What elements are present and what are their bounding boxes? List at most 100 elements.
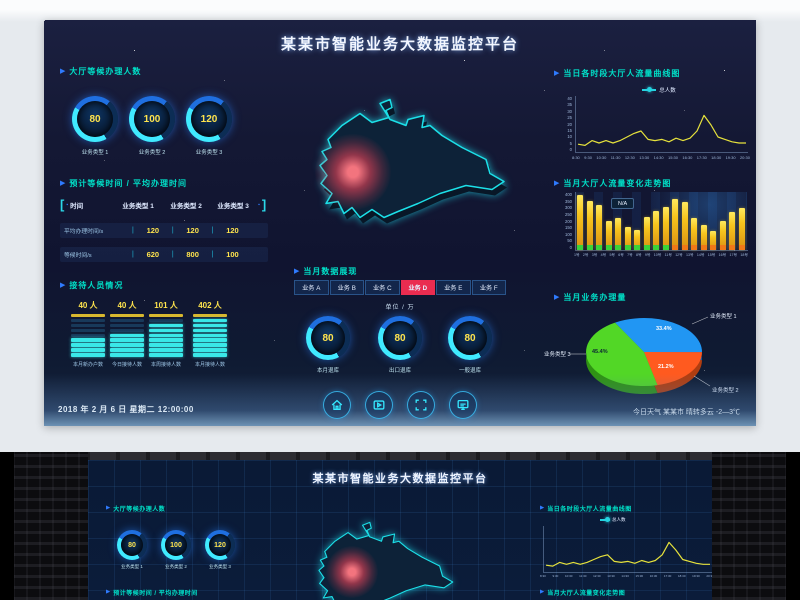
- tick-label: 20:30: [739, 155, 750, 160]
- pie-label: 业务类型 3: [544, 352, 571, 358]
- stack-segment: [71, 318, 105, 323]
- preview-section-waiting: ▶ 大厅等候办理人数: [106, 504, 166, 513]
- preview-region-map: [318, 521, 454, 600]
- bar: [662, 206, 669, 250]
- tick-label: 18号: [740, 253, 748, 257]
- tick-label: 14:30: [653, 155, 664, 160]
- business-tabs: 业务 A 业务 B 业务 C 业务 D 业务 E 业务 F: [294, 280, 506, 295]
- tab-business-b[interactable]: 业务 B: [329, 280, 364, 295]
- bar-base-segment: [634, 245, 641, 250]
- tick-label: 10号: [653, 253, 662, 257]
- tick-label: 13:30: [607, 574, 615, 578]
- bar-base-segment: [643, 245, 650, 250]
- tab-business-f[interactable]: 业务 F: [471, 280, 506, 295]
- preview-gauge-label: 业务类型 3: [209, 564, 231, 569]
- bar: [729, 212, 736, 250]
- gauge-label: 出口退库: [388, 368, 411, 374]
- pie-slice: [586, 322, 658, 387]
- section-header-times: ▶ 预计等候时间 / 平均办理时间: [60, 179, 188, 188]
- section-arrow-icon: ▶: [554, 294, 560, 301]
- home-button[interactable]: [323, 391, 351, 419]
- stack-segment: [149, 318, 183, 323]
- section-arrow-icon: ▶: [60, 180, 66, 187]
- tick-label: 14:30: [621, 574, 629, 578]
- stage-truss-right: [712, 452, 800, 600]
- tick-label: 7号: [627, 253, 633, 257]
- stack-segment: [71, 353, 105, 357]
- stage-truss-top: [0, 452, 800, 460]
- stack-segment: [110, 338, 144, 342]
- bar: [624, 226, 631, 250]
- bar-plot-area: [575, 192, 748, 251]
- tick-label: 6号: [618, 253, 624, 257]
- tab-business-c[interactable]: 业务 C: [365, 280, 400, 295]
- staff-column: 40 人 今日接待人数: [110, 301, 144, 368]
- stack-segment: [110, 328, 144, 333]
- stack-segment: [149, 323, 183, 328]
- tab-business-e[interactable]: 业务 E: [436, 280, 471, 295]
- tick-label: 350: [565, 198, 572, 204]
- bar-base-segment: [662, 245, 669, 250]
- line-chart: [577, 114, 746, 147]
- pie-label: 业务类型 1: [710, 314, 737, 320]
- section-arrow-icon: ▶: [540, 588, 545, 595]
- stack-segment: [149, 333, 183, 337]
- line-plot-area: [575, 96, 748, 153]
- tick-label: 50: [567, 238, 572, 244]
- bar-base-segment: [729, 245, 736, 250]
- gauge-monthly-2: 80: [378, 316, 422, 360]
- home-icon: [331, 399, 343, 411]
- section-arrow-icon: ▶: [106, 504, 111, 511]
- gauge-waiting-1: 80: [72, 96, 118, 142]
- bar-base-segment: [691, 245, 698, 250]
- fullscreen-button[interactable]: [407, 391, 435, 419]
- preview-gauge-1: 80: [117, 530, 147, 560]
- bar-base-segment: [738, 245, 745, 250]
- pie-percent: 33.4%: [656, 326, 672, 332]
- gauge-waiting-3: 120: [186, 96, 232, 142]
- tab-business-a[interactable]: 业务 A: [294, 280, 329, 295]
- bar-base-segment: [624, 245, 631, 250]
- tick-label: 15:30: [635, 574, 644, 578]
- bar-chart: [577, 192, 745, 250]
- tick-label: 17:30: [663, 574, 672, 578]
- stack-segment: [71, 338, 105, 342]
- bar: [605, 221, 612, 250]
- preview-title: 某某市智能业务大数据监控平台: [312, 473, 488, 485]
- tick-label: 1号: [574, 253, 580, 257]
- tick-label: 2号: [582, 253, 589, 257]
- times-table-header: [ ▪ 时间 业务类型 1 业务类型 2 业务类型 3 ▪ ]: [60, 197, 267, 212]
- gauge-label: 业务类型 2: [138, 150, 166, 156]
- bar: [615, 218, 622, 250]
- stack-segment: [193, 323, 227, 328]
- tick-label: 35: [567, 102, 572, 108]
- tick-label: 9号: [644, 253, 651, 257]
- tick-label: 13号: [686, 253, 694, 257]
- bar-chart-background: [575, 192, 747, 250]
- monitor-button[interactable]: [449, 391, 477, 419]
- stack-segment: [149, 353, 183, 357]
- video-button[interactable]: [365, 391, 393, 419]
- bracket-icon: ]: [261, 197, 267, 212]
- stack-segment: [193, 318, 227, 323]
- tick-label: 3号: [591, 253, 598, 257]
- stack-segment: [149, 348, 183, 352]
- preview-line-chart: [545, 541, 710, 567]
- stack-segment: [71, 343, 105, 347]
- unit-label: 单位 / 万: [385, 305, 415, 311]
- tick-label: 30: [567, 108, 572, 114]
- preview-line-plot: [543, 526, 712, 573]
- bar-base-segment: [577, 245, 583, 250]
- stack-segment: [193, 314, 227, 318]
- bar: [643, 216, 650, 250]
- line-series: [545, 541, 710, 567]
- datetime-label: 2018 年 2 月 6 日 星期二 12:00:00: [58, 405, 194, 414]
- pie-percent: 21.2%: [658, 364, 674, 370]
- bar: [700, 225, 707, 250]
- gauge-label: 本月退库: [316, 368, 339, 374]
- tick-label: 14号: [696, 253, 705, 257]
- staff-column: 101 人 本周接待人数: [149, 301, 183, 368]
- bar: [719, 221, 726, 250]
- pie-label: 业务类型 2: [712, 388, 739, 394]
- tab-business-d[interactable]: 业务 D: [400, 280, 435, 295]
